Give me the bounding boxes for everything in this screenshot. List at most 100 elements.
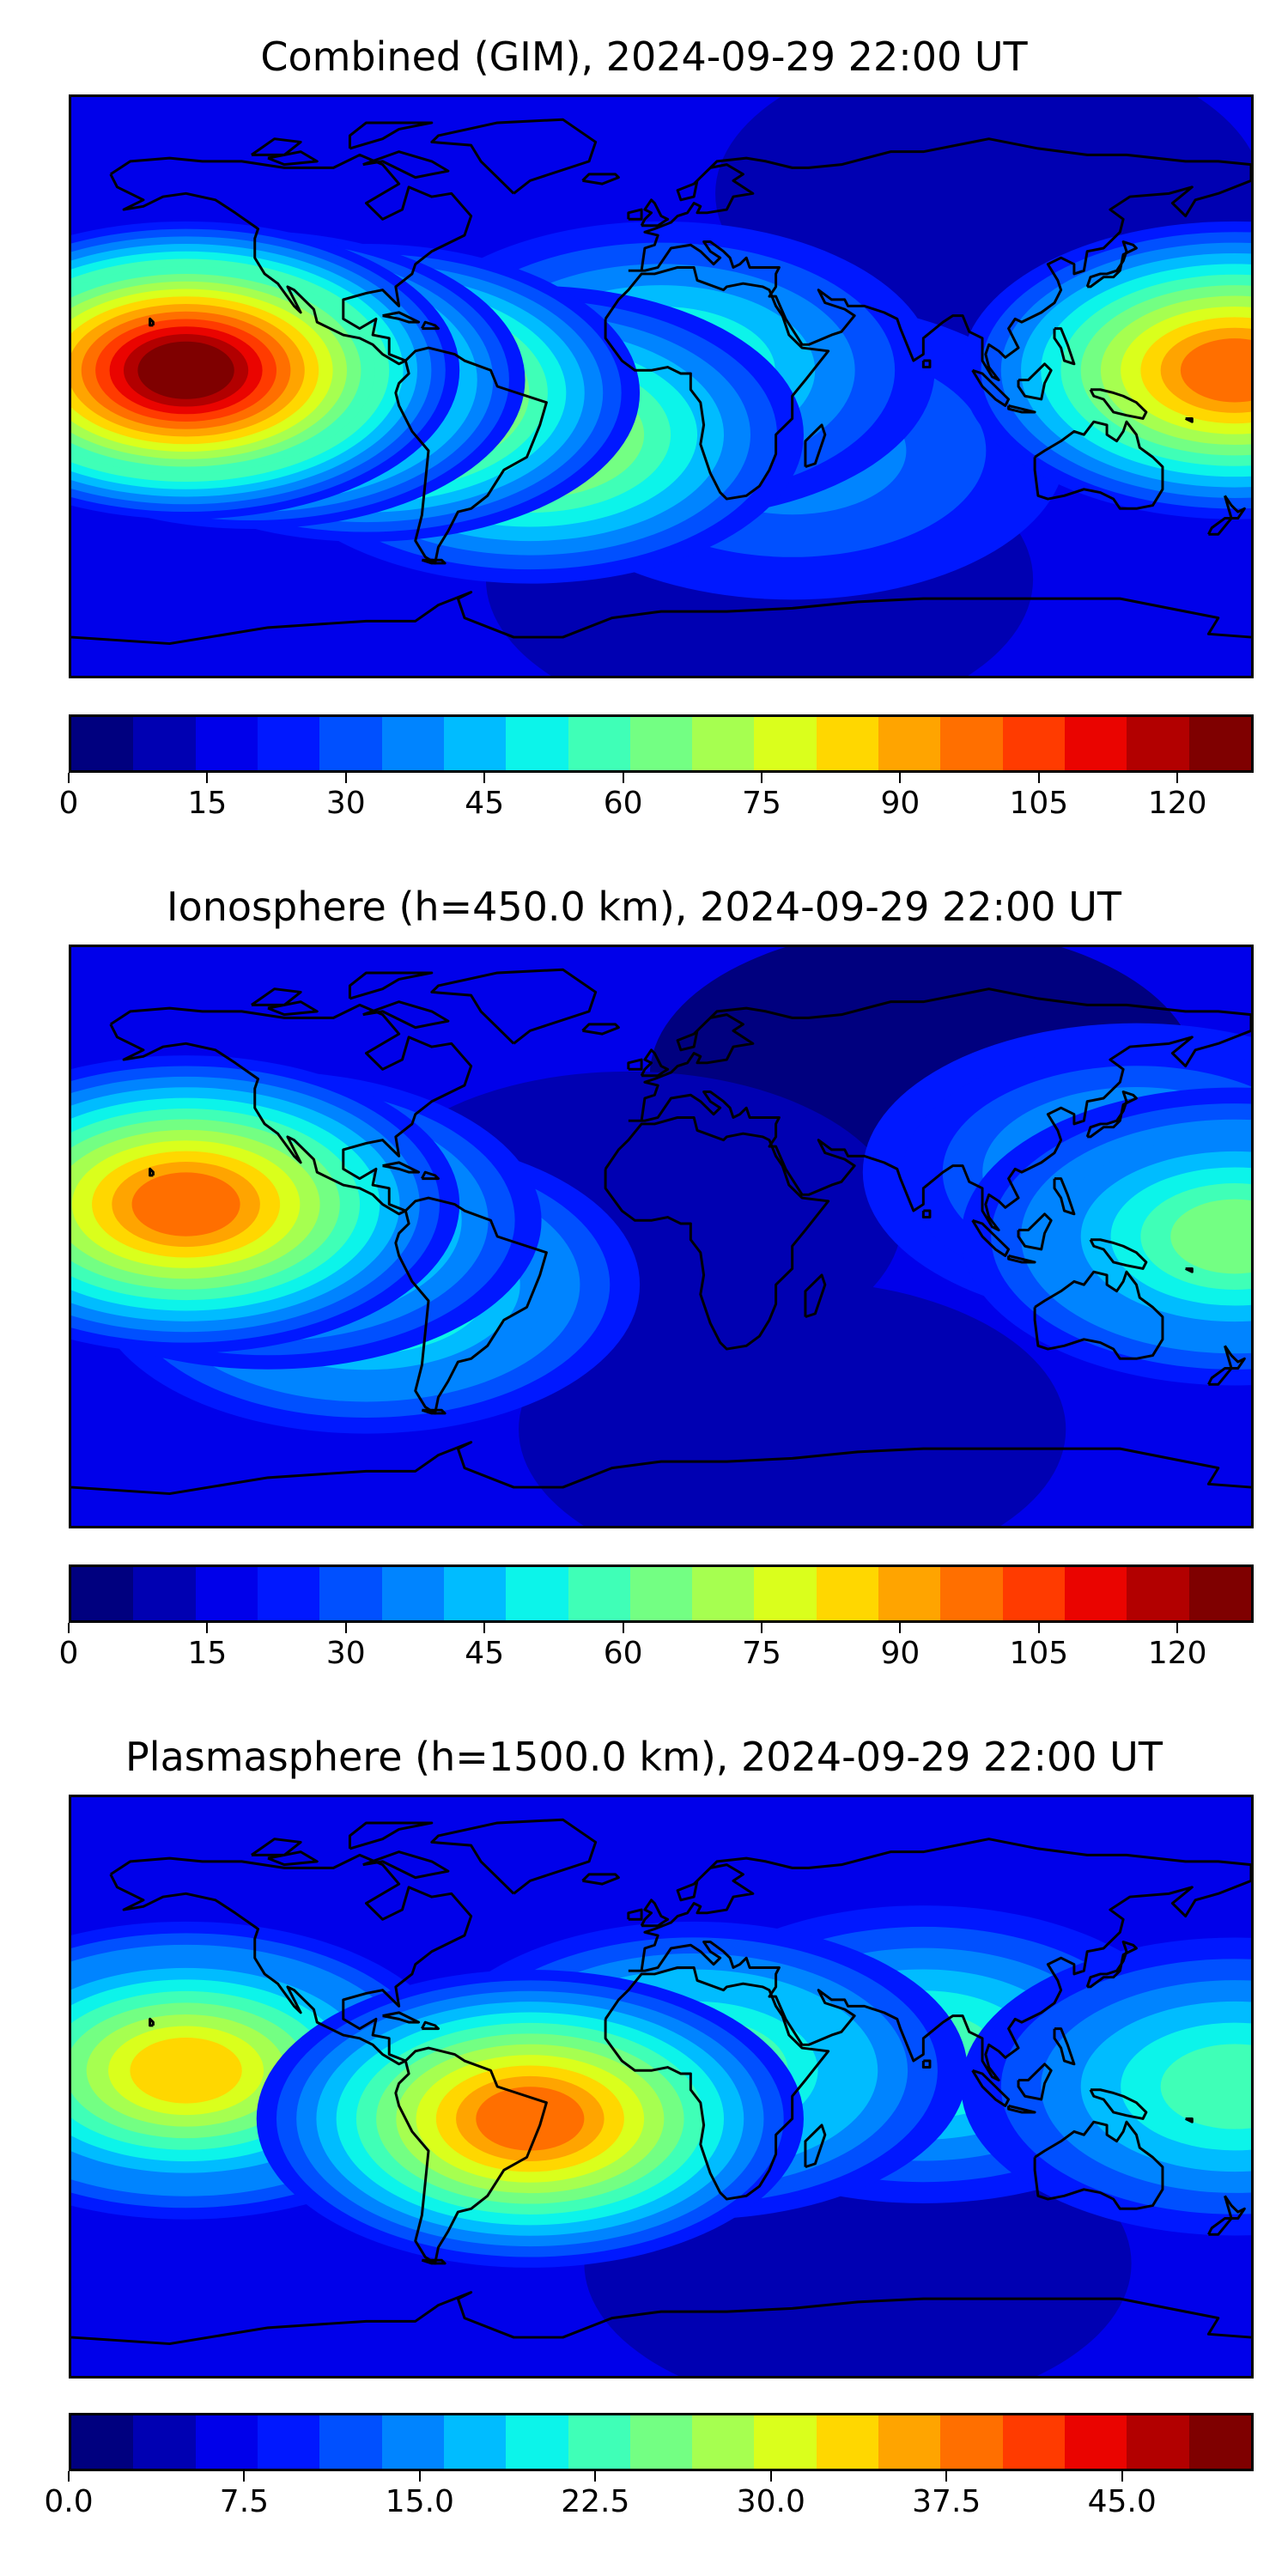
- colorbar-segment: [816, 1567, 879, 1620]
- colorbar-tick-label: 45: [465, 1636, 505, 1671]
- colorbar-segment: [878, 2415, 941, 2469]
- colorbar-tick-label: 90: [880, 786, 920, 821]
- colorbar-tick: [68, 1623, 70, 1633]
- coastline: [971, 2069, 1011, 2107]
- coastline: [804, 423, 827, 469]
- colorbar-segment: [257, 717, 320, 770]
- coastline: [581, 173, 620, 185]
- colorbar-tick-label: 30: [325, 786, 366, 821]
- colorbar-segment: [133, 717, 196, 770]
- coastline: [394, 2046, 548, 2265]
- colorbar-segment: [1065, 2415, 1127, 2469]
- colorbar-segment: [692, 2415, 755, 2469]
- coastline: [394, 1196, 548, 1415]
- colorbar-tick: [622, 773, 624, 783]
- coastline: [627, 208, 643, 221]
- coastline: [971, 1218, 1011, 1257]
- colorbar-tick-label: 45: [465, 786, 505, 821]
- colorbar-tick-label: 45.0: [1087, 2484, 1157, 2519]
- coastline: [627, 1058, 643, 1071]
- coastline: [421, 320, 440, 331]
- coastline: [1185, 2117, 1194, 2123]
- panel-2-map: [69, 945, 1254, 1528]
- colorbar-segment: [816, 2415, 879, 2469]
- coastline: [1053, 327, 1076, 366]
- coastline: [362, 1000, 450, 1030]
- panel-3-title: Plasmasphere (h=1500.0 km), 2024-09-29 2…: [125, 1734, 1163, 1780]
- colorbar-segment: [816, 717, 879, 770]
- panel-1-map: [69, 94, 1254, 678]
- colorbar-tick: [344, 773, 347, 783]
- colorbar-tick-label: 120: [1147, 786, 1207, 821]
- colorbar-tick: [761, 773, 763, 783]
- coastline: [421, 2258, 447, 2265]
- colorbar-tick: [68, 773, 70, 783]
- colorbar-tick: [1037, 1623, 1040, 1633]
- coastline: [1033, 1270, 1164, 1360]
- colorbar-segment: [257, 2415, 320, 2469]
- coastline: [348, 1821, 434, 1850]
- colorbar-tick: [594, 2471, 597, 2482]
- coastline: [430, 118, 598, 195]
- coastline: [267, 150, 319, 167]
- colorbar-segment: [878, 1567, 941, 1620]
- coastlines: [71, 118, 1251, 646]
- colorbar-tick-label: 15.0: [385, 2484, 454, 2519]
- colorbar-segment: [195, 2415, 258, 2469]
- coastline: [1185, 1267, 1194, 1273]
- coastline: [421, 558, 447, 565]
- coastline: [1089, 1238, 1148, 1270]
- colorbar-segment: [381, 2415, 444, 2469]
- colorbar-segment: [319, 2415, 382, 2469]
- contour-level: [1180, 338, 1251, 403]
- colorbar-tick-label: 60: [603, 786, 643, 821]
- coastline: [1033, 420, 1164, 510]
- colorbar-segment: [568, 2415, 630, 2469]
- colorbar-tick: [622, 1623, 624, 1633]
- colorbar-segment: [629, 717, 693, 770]
- colorbar-segment: [195, 1567, 258, 1620]
- coastline: [348, 121, 434, 150]
- colorbar-segment: [319, 1567, 382, 1620]
- coastline: [421, 1170, 440, 1181]
- colorbar-tick: [945, 2471, 948, 2482]
- tec-contours: [71, 947, 1251, 1526]
- coastline: [394, 346, 548, 565]
- coastline: [71, 1441, 1251, 1496]
- coastline: [71, 2291, 1251, 2346]
- colorbar-segment: [1002, 1567, 1065, 1620]
- coastline: [267, 1850, 319, 1867]
- contour-level: [476, 2087, 585, 2151]
- panel-2-colorbar: [69, 1564, 1254, 1623]
- coastline: [251, 137, 302, 156]
- colorbar-tick-label: 60: [603, 1636, 643, 1671]
- colorbar-segment: [506, 717, 568, 770]
- coastline: [1089, 388, 1148, 420]
- colorbar-tick-label: 105: [1009, 1636, 1069, 1671]
- colorbar-tick: [899, 773, 902, 783]
- panel-1-title: Combined (GIM), 2024-09-29 22:00 UT: [260, 33, 1028, 80]
- colorbar-tick: [899, 1623, 902, 1633]
- colorbar-tick: [483, 773, 486, 783]
- coastline: [628, 1838, 1251, 2081]
- contour-level: [131, 1172, 240, 1236]
- coastline: [109, 1853, 473, 2066]
- coastline: [362, 1850, 450, 1880]
- coastline: [1207, 1367, 1233, 1386]
- coastline: [640, 1048, 670, 1078]
- coastline: [1207, 2217, 1233, 2236]
- coastline: [149, 2017, 155, 2027]
- coastline: [1033, 2120, 1164, 2210]
- coastline: [581, 1873, 620, 1886]
- colorbar-segment: [692, 1567, 755, 1620]
- coastline: [348, 971, 434, 1000]
- colorbar-tick: [206, 1623, 209, 1633]
- coastline: [971, 368, 1011, 407]
- colorbar-tick-label: 30: [325, 1636, 366, 1671]
- coastline: [109, 1003, 473, 1216]
- coastline: [382, 311, 421, 324]
- colorbar-segment: [443, 717, 507, 770]
- colorbar-tick-label: 15: [187, 1636, 228, 1671]
- coastline: [382, 1161, 421, 1174]
- tec-contours: [71, 97, 1251, 676]
